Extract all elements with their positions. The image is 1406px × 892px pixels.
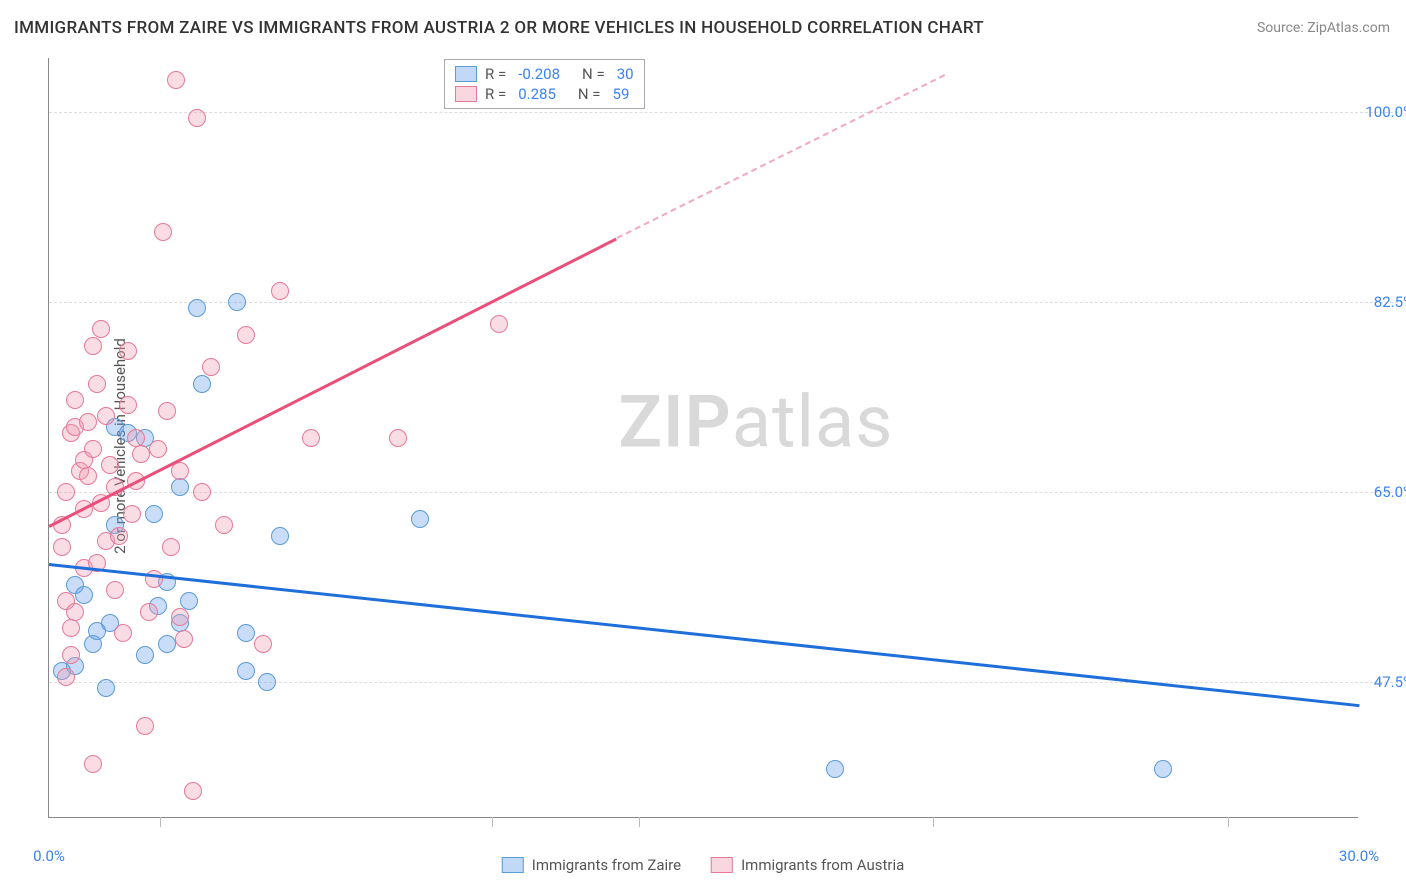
plot-area: ZIPatlas R =-0.208N =30R =0.285N =59 47.… — [48, 58, 1358, 818]
point-austria — [136, 717, 154, 735]
point-austria — [271, 282, 289, 300]
point-austria — [123, 505, 141, 523]
legend-swatch — [711, 857, 733, 873]
point-zaire — [193, 375, 211, 393]
point-austria — [92, 320, 110, 338]
point-austria — [167, 71, 185, 89]
chart-container: IMMIGRANTS FROM ZAIRE VS IMMIGRANTS FROM… — [0, 0, 1406, 892]
point-zaire — [237, 662, 255, 680]
watermark: ZIPatlas — [618, 380, 893, 465]
point-zaire — [411, 510, 429, 528]
point-austria — [84, 337, 102, 355]
point-zaire — [228, 293, 246, 311]
point-zaire — [145, 505, 163, 523]
point-zaire — [826, 760, 844, 778]
source-label: Source: ZipAtlas.com — [1257, 20, 1390, 36]
point-zaire — [258, 673, 276, 691]
point-austria — [114, 624, 132, 642]
point-austria — [101, 456, 119, 474]
point-austria — [171, 608, 189, 626]
y-tick-label: 65.0% — [1374, 483, 1406, 501]
point-austria — [119, 396, 137, 414]
legend-row: R =0.285N =59 — [455, 84, 634, 104]
point-austria — [66, 391, 84, 409]
point-austria — [84, 755, 102, 773]
point-austria — [215, 516, 233, 534]
gridline-h — [49, 682, 1398, 683]
point-austria — [184, 782, 202, 800]
point-austria — [119, 342, 137, 360]
point-zaire — [180, 592, 198, 610]
point-austria — [154, 223, 172, 241]
point-austria — [237, 326, 255, 344]
correlation-legend: R =-0.208N =30R =0.285N =59 — [444, 59, 645, 109]
point-austria — [149, 440, 167, 458]
y-tick-label: 82.5% — [1374, 293, 1406, 311]
point-austria — [132, 445, 150, 463]
point-austria — [193, 483, 211, 501]
x-minor-tick — [160, 817, 161, 827]
point-austria — [162, 538, 180, 556]
point-zaire — [271, 527, 289, 545]
point-austria — [84, 440, 102, 458]
point-austria — [62, 646, 80, 664]
y-tick-label: 47.5% — [1374, 673, 1406, 691]
point-austria — [389, 429, 407, 447]
point-austria — [188, 109, 206, 127]
x-tick-label: 0.0% — [33, 847, 65, 865]
point-zaire — [237, 624, 255, 642]
point-zaire — [75, 586, 93, 604]
gridline-h — [49, 302, 1398, 303]
point-austria — [127, 429, 145, 447]
x-minor-tick — [1228, 817, 1229, 827]
point-austria — [110, 527, 128, 545]
gridline-h — [49, 112, 1398, 113]
point-austria — [79, 413, 97, 431]
legend-item: Immigrants from Austria — [711, 856, 904, 874]
point-austria — [158, 402, 176, 420]
point-zaire — [97, 679, 115, 697]
point-austria — [57, 668, 75, 686]
point-zaire — [158, 635, 176, 653]
x-tick-label: 30.0% — [1339, 847, 1379, 865]
point-zaire — [136, 646, 154, 664]
x-minor-tick — [639, 817, 640, 827]
legend-swatch — [455, 66, 477, 82]
y-tick-label: 100.0% — [1365, 103, 1406, 121]
point-austria — [140, 603, 158, 621]
point-austria — [202, 358, 220, 376]
point-austria — [254, 635, 272, 653]
point-austria — [62, 619, 80, 637]
point-austria — [175, 630, 193, 648]
point-austria — [88, 375, 106, 393]
point-austria — [66, 603, 84, 621]
point-austria — [57, 483, 75, 501]
x-minor-tick — [492, 817, 493, 827]
point-zaire — [1154, 760, 1172, 778]
legend-swatch — [502, 857, 524, 873]
gridline-h — [49, 492, 1398, 493]
trend-line — [48, 237, 617, 527]
x-minor-tick — [933, 817, 934, 827]
point-zaire — [171, 478, 189, 496]
point-austria — [106, 581, 124, 599]
legend-item: Immigrants from Zaire — [502, 856, 681, 874]
point-austria — [53, 538, 71, 556]
legend-swatch — [455, 86, 477, 102]
point-austria — [490, 315, 508, 333]
series-legend: Immigrants from Zaire Immigrants from Aus… — [502, 856, 905, 874]
point-austria — [79, 467, 97, 485]
legend-row: R =-0.208N =30 — [455, 64, 634, 84]
chart-title: IMMIGRANTS FROM ZAIRE VS IMMIGRANTS FROM… — [14, 18, 984, 38]
trend-line — [616, 74, 944, 239]
point-austria — [97, 407, 115, 425]
point-austria — [302, 429, 320, 447]
point-zaire — [188, 299, 206, 317]
